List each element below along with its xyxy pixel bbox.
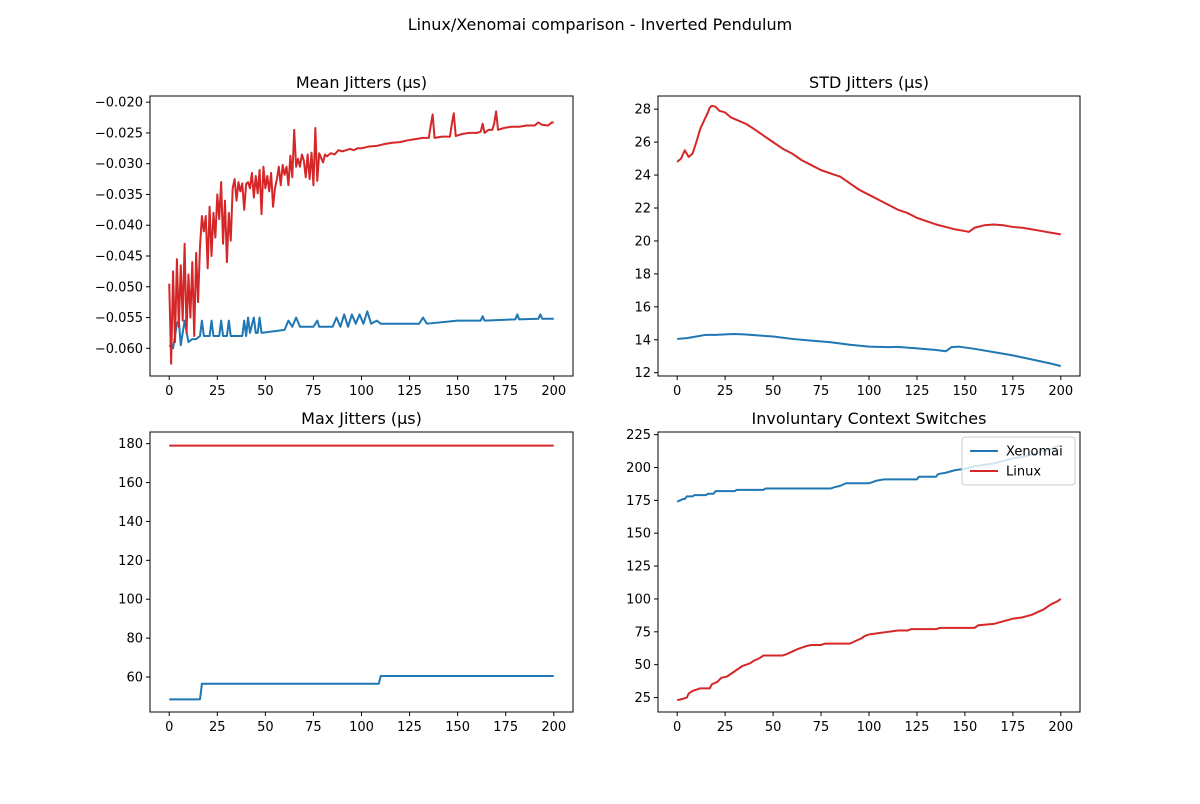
y-tick-label: 28 [634, 103, 651, 118]
axes-frame [149, 431, 574, 713]
x-tick-label: 0 [165, 384, 173, 399]
x-tick-label: 200 [541, 720, 566, 735]
x-tick-label: 175 [493, 384, 518, 399]
y-tick-label: −0.045 [95, 250, 143, 265]
linux-series-line [676, 104, 1061, 236]
x-tick-label: 175 [1000, 720, 1025, 735]
subplot-title: Max Jitters (µs) [301, 409, 422, 428]
y-tick-label: −0.050 [95, 280, 143, 295]
y-tick-label: 24 [634, 169, 651, 184]
legend: Xenomai Linux [961, 436, 1076, 486]
x-tick-label: 125 [905, 720, 930, 735]
y-tick-label: 25 [634, 691, 651, 706]
y-tick-label: −0.060 [95, 342, 143, 357]
subplot-1: Mean Jitters (µs) 0 25 50 75 100 125 150 175 200 −… [95, 73, 574, 399]
y-tick-label: 50 [634, 658, 651, 673]
subplot-title: STD Jitters (µs) [809, 73, 929, 92]
linux-series-line [676, 598, 1062, 702]
x-tick-label: 150 [445, 384, 470, 399]
legend-label-xenomai: Xenomai [1006, 445, 1063, 460]
x-tick-label: 125 [397, 720, 422, 735]
subplot-3: Max Jitters (µs) 0 25 50 75 100 125 150 175 200 60… [118, 409, 574, 735]
y-tick-label: 80 [126, 632, 143, 647]
subplot-title: Mean Jitters (µs) [296, 73, 427, 92]
y-tick-label: −0.035 [95, 188, 143, 203]
x-tick-label: 150 [952, 384, 977, 399]
y-tick-label: 60 [126, 671, 143, 686]
y-tick-label: 22 [634, 202, 651, 217]
subplot-4: Involuntary Context Switches 0 25 50 75 100 12… [626, 409, 1081, 735]
axes-frame [149, 95, 574, 377]
x-tick-label: 0 [673, 384, 681, 399]
linux-series-line [168, 110, 554, 365]
x-tick-label: 100 [857, 384, 882, 399]
x-tick-label: 50 [765, 720, 782, 735]
y-tick-label: 150 [626, 527, 651, 542]
x-tick-label: 200 [541, 384, 566, 399]
x-tick-label: 175 [493, 720, 518, 735]
x-tick-label: 150 [952, 720, 977, 735]
figure-suptitle: Linux/Xenomai comparison - Inverted Pend… [408, 15, 792, 34]
x-tick-label: 100 [349, 384, 374, 399]
y-tick-label: 160 [118, 476, 143, 491]
x-tick-label: 125 [397, 384, 422, 399]
xenomai-series-line [168, 310, 554, 350]
y-tick-label: 100 [118, 593, 143, 608]
xenomai-series-line [169, 675, 554, 701]
y-tick-label: 20 [634, 234, 651, 249]
y-tick-label: 100 [626, 592, 651, 607]
y-tick-label: 120 [118, 554, 143, 569]
x-tick-label: 50 [257, 384, 274, 399]
subplot-2: STD Jitters (µs) 0 25 50 75 100 125 150 175 200 12… [634, 73, 1081, 399]
y-tick-label: −0.020 [95, 96, 143, 111]
y-tick-label: −0.055 [95, 311, 143, 326]
x-tick-label: 25 [209, 384, 226, 399]
x-tick-label: 25 [717, 384, 734, 399]
x-tick-label: 0 [673, 720, 681, 735]
y-tick-label: 75 [634, 625, 651, 640]
y-tick-label: 16 [634, 300, 651, 315]
x-tick-label: 25 [209, 720, 226, 735]
y-tick-label: −0.030 [95, 157, 143, 172]
y-tick-label: −0.040 [95, 219, 143, 234]
x-tick-label: 100 [349, 720, 374, 735]
subplot-title: Involuntary Context Switches [752, 409, 987, 428]
x-tick-label: 125 [905, 384, 930, 399]
x-tick-label: 50 [257, 720, 274, 735]
axes-frame [657, 95, 1081, 377]
x-tick-label: 150 [445, 720, 470, 735]
y-tick-label: 125 [626, 560, 651, 575]
xenomai-series-line [677, 333, 1062, 368]
legend-box [961, 436, 1076, 486]
x-tick-label: 200 [1048, 720, 1073, 735]
x-tick-label: 50 [765, 384, 782, 399]
x-tick-label: 75 [305, 720, 322, 735]
legend-label-linux: Linux [1006, 465, 1041, 480]
y-tick-label: 175 [626, 494, 651, 509]
x-tick-label: 75 [813, 720, 830, 735]
x-tick-label: 25 [717, 720, 734, 735]
y-tick-label: 18 [634, 267, 651, 282]
y-tick-label: 200 [626, 461, 651, 476]
axes-frame [657, 431, 1081, 713]
x-tick-label: 75 [305, 384, 322, 399]
x-tick-label: 75 [813, 384, 830, 399]
x-tick-label: 200 [1048, 384, 1073, 399]
x-tick-label: 175 [1000, 384, 1025, 399]
x-tick-label: 0 [165, 720, 173, 735]
y-tick-label: 180 [118, 437, 143, 452]
y-tick-label: 26 [634, 136, 651, 151]
y-tick-label: 225 [626, 428, 651, 443]
y-tick-label: 14 [634, 333, 651, 348]
y-tick-label: 12 [634, 366, 651, 381]
y-tick-label: −0.025 [95, 126, 143, 141]
x-tick-label: 100 [857, 720, 882, 735]
y-tick-label: 140 [118, 515, 143, 530]
